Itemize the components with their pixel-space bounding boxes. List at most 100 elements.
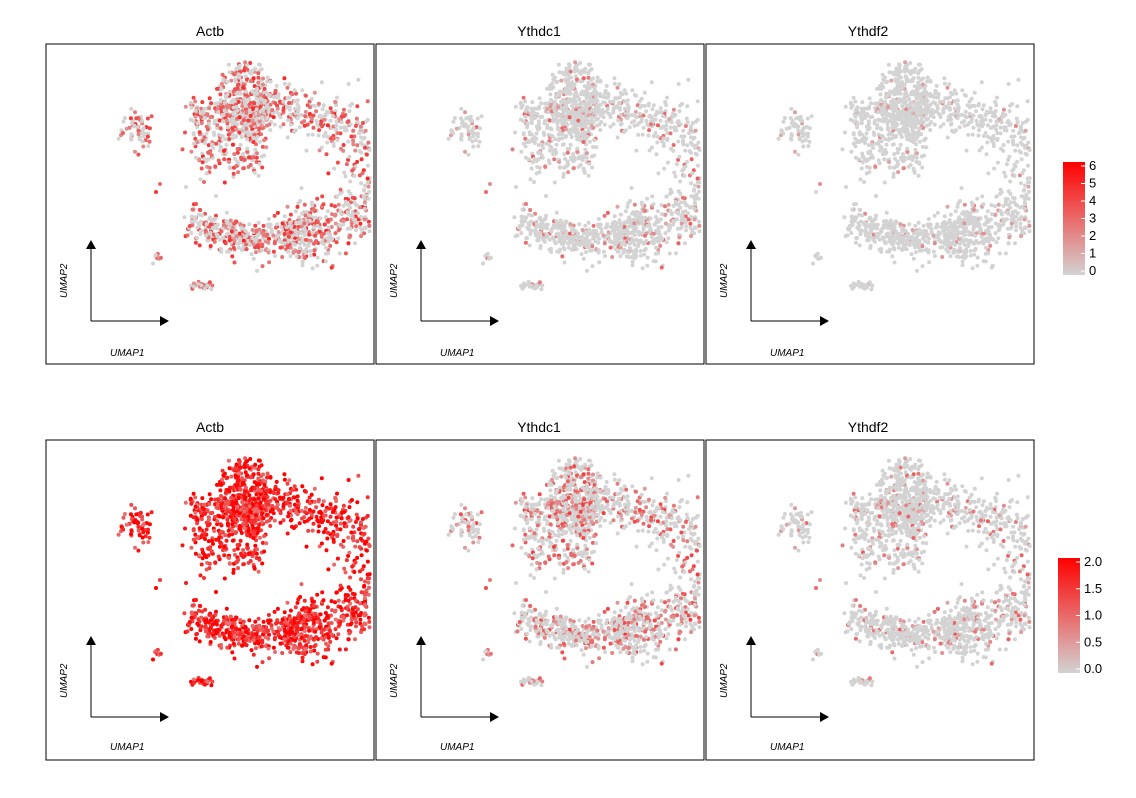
cell-point [568,91,573,96]
cell-point [146,144,151,149]
cell-point [256,173,261,178]
cell-point [145,116,150,121]
cell-point [255,86,259,91]
cell-point [925,116,929,121]
cell-point [956,250,961,255]
cell-point [894,164,899,169]
cell-point [872,239,877,244]
cell-point [970,266,975,271]
cell-point [668,131,673,136]
cell-point [1019,215,1024,219]
cell-point [928,79,933,84]
cell-point [868,244,873,248]
panel-title: Ythdc1 [517,23,561,39]
cell-point [577,108,582,113]
cell-point [204,233,208,238]
cell-point [299,112,304,117]
cell-point [916,173,921,178]
cell-point [260,244,265,249]
cell-point [983,215,988,219]
cell-point [248,61,253,65]
cell-point [913,147,918,152]
cell-point [892,221,897,226]
cell-point [565,83,570,88]
cell-point [282,241,287,246]
cell-point [347,154,352,159]
cell-point [979,122,983,127]
cell-point [597,122,602,127]
cell-point [916,113,921,118]
cell-point [931,115,936,120]
cell-point [658,243,663,248]
cell-point [897,115,902,120]
cell-point [315,196,320,201]
cell-point [896,99,901,104]
cell-point [299,186,304,191]
cell-point [521,95,526,100]
cell-point [537,280,542,285]
cell-point [330,212,334,217]
cell-point [296,237,301,242]
cell-point [333,212,338,217]
cell-point [557,160,562,164]
cell-point [1018,221,1023,226]
cell-point [190,207,195,212]
cell-point [962,256,967,260]
cell-point [586,62,591,67]
cell-point [625,116,630,121]
cell-point [680,215,685,220]
cell-point [676,189,681,194]
cell-point [999,120,1004,125]
cell-point [484,190,488,194]
cell-point [199,121,204,126]
cell-point [904,111,909,115]
cell-point [632,233,637,237]
cell-point [272,122,277,127]
cell-point [665,138,670,143]
cell-point [249,252,254,257]
cell-point [224,210,229,215]
cell-point [860,160,865,165]
cell-point [218,92,223,97]
cell-point [602,213,607,218]
panel-title: Actb [196,23,224,39]
cell-point [261,82,265,87]
cell-point [517,224,522,228]
cell-point [920,144,925,149]
cell-point [553,94,558,99]
cell-point [356,77,361,82]
cell-point [567,130,572,135]
cell-point [592,153,597,158]
cell-point [303,93,308,98]
cell-point [129,106,134,111]
cell-point [664,119,669,124]
cell-point [241,238,246,243]
cell-point [187,224,192,228]
cell-point [350,215,355,220]
cell-point [253,223,258,228]
cell-point [998,187,1003,192]
cell-point [926,109,931,114]
cell-point [945,85,950,90]
cell-point [270,108,275,112]
cell-point [586,80,591,85]
cell-point [365,176,370,181]
cell-point [545,234,550,239]
cell-point [917,119,922,124]
cell-point [997,251,1002,256]
cell-point [195,225,200,230]
cell-point [684,224,689,229]
cell-point [282,81,287,86]
cell-point [358,124,363,129]
cell-point [673,251,678,256]
cell-point [630,263,635,268]
cell-point [523,99,528,104]
cell-point [124,126,129,131]
cell-point [653,131,658,135]
cell-point [197,243,202,248]
cell-point [676,82,681,86]
cell-point [452,116,457,120]
cell-point [966,132,971,137]
cell-point [953,242,957,247]
cell-point [560,254,565,259]
